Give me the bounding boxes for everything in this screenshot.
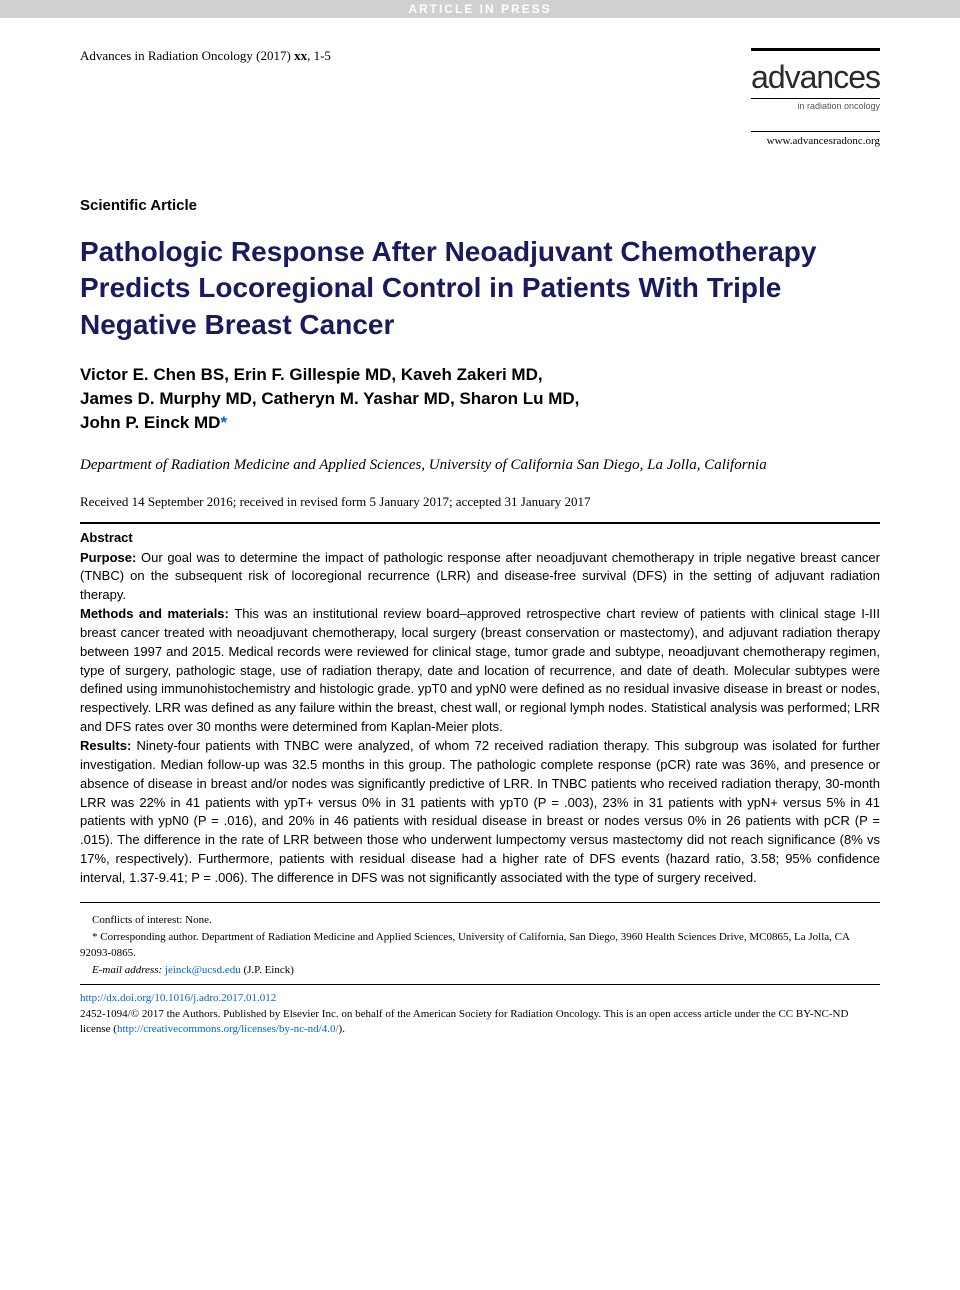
author-list: Victor E. Chen BS, Erin F. Gillespie MD,… [80,363,880,434]
author-affiliation: Department of Radiation Medicine and App… [80,455,880,476]
email-label: E-mail address: [92,964,165,976]
email-suffix: (J.P. Einck) [241,964,294,976]
methods-label: Methods and materials: [80,606,234,621]
journal-url: www.advancesradonc.org [751,131,880,147]
journal-ref-volume: xx [294,48,307,63]
page-header: Advances in Radiation Oncology (2017) xx… [0,18,960,157]
journal-ref-prefix: Advances in Radiation Oncology (2017) [80,48,294,63]
doi-link[interactable]: http://dx.doi.org/10.1016/j.adro.2017.01… [80,992,276,1004]
conflicts-of-interest: Conflicts of interest: None. [80,913,880,928]
footnotes-block: Conflicts of interest: None. * Correspon… [80,913,880,979]
results-label: Results: [80,738,136,753]
divider-copyright [80,984,880,985]
author-email-link[interactable]: jeinck@ucsd.edu [165,964,241,976]
copyright-suffix: ). [339,1023,345,1035]
license-link[interactable]: http://creativecommons.org/licenses/by-n… [117,1023,339,1035]
email-line: E-mail address: jeinck@ucsd.edu (J.P. Ei… [80,963,880,978]
divider-footnote [80,902,880,903]
article-in-press-banner: ARTICLE IN PRESS [0,0,960,18]
authors-line-3: John P. Einck MD [80,413,220,432]
corresponding-asterisk: * [220,413,227,432]
divider-top [80,522,880,524]
authors-line-1: Victor E. Chen BS, Erin F. Gillespie MD,… [80,365,543,384]
copyright-block: http://dx.doi.org/10.1016/j.adro.2017.01… [80,991,880,1037]
abstract-body: Purpose: Our goal was to determine the i… [80,549,880,888]
corresponding-author-note: * Corresponding author. Department of Ra… [80,930,880,961]
article-type-label: Scientific Article [80,197,880,214]
article-title: Pathologic Response After Neoadjuvant Ch… [80,234,880,343]
journal-logo-block: advances in radiation oncology www.advan… [751,48,880,147]
journal-reference: Advances in Radiation Oncology (2017) xx… [80,48,331,64]
article-dates: Received 14 September 2016; received in … [80,494,880,510]
purpose-text: Our goal was to determine the impact of … [80,550,880,603]
article-content: Scientific Article Pathologic Response A… [0,197,960,1037]
journal-ref-pages: , 1-5 [307,48,331,63]
purpose-label: Purpose: [80,550,141,565]
results-text: Ninety-four patients with TNBC were anal… [80,738,880,885]
authors-line-2: James D. Murphy MD, Catheryn M. Yashar M… [80,389,579,408]
abstract-heading: Abstract [80,530,880,545]
journal-logo-text: advances [751,59,880,96]
journal-tagline: in radiation oncology [751,98,880,111]
methods-text: This was an institutional review board–a… [80,606,880,734]
